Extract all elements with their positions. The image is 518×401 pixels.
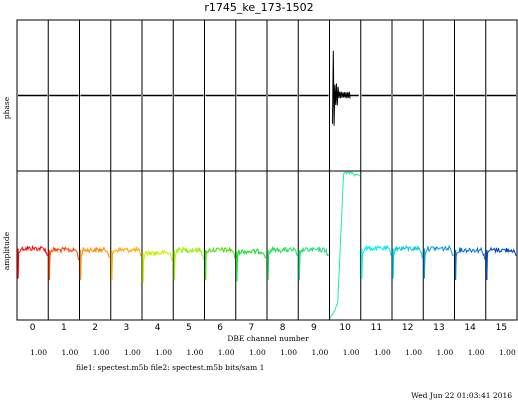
amplitude-line-ch5 [173,245,204,281]
amplitude-line-ch2 [80,246,110,281]
y-axis-label-amplitude: amplitude [2,231,11,270]
scale-value: 1.00 [343,348,360,357]
scale-value: 1.00 [124,348,141,357]
scale-value: 1.00 [218,348,235,357]
scale-value: 1.00 [468,348,485,357]
scale-value: 1.00 [155,348,172,357]
scale-value: 1.00 [93,348,110,357]
scale-value: 1.00 [374,348,391,357]
phase-panel [16,19,518,172]
scale-value: 1.00 [280,348,297,357]
phase-spike [332,50,351,126]
amplitude-panel [16,170,518,321]
amplitude-line-ch11 [361,244,392,279]
channel-tick-label: 4 [155,323,161,333]
channel-tick-label: 11 [371,323,382,333]
scale-value: 1.00 [405,348,422,357]
amplitude-line-ch6 [205,246,236,281]
amplitude-line-ch4 [142,249,173,283]
scale-value: 1.00 [249,348,266,357]
scale-values-row: 1.00 1.00 1.00 1.00 1.00 1.00 1.00 1.00 1.00 1.00… [30,348,516,357]
scale-value: 1.00 [30,348,47,357]
amplitude-line-ch14 [455,246,486,281]
file-info: file1: spectest.m5b file2: spectest.m5b … [76,363,264,372]
channel-tick-labels: 0 1 2 3 4 5 6 7 8 9 10 11 12 13 14 15 [30,323,507,333]
chart-title: r1745_ke_173-1502 [204,1,313,14]
channel-tick-label: 0 [30,323,36,333]
scale-value: 1.00 [187,348,204,357]
channel-tick-label: 2 [92,323,98,333]
amplitude-line-ch7 [236,248,267,282]
scale-value: 1.00 [437,348,454,357]
y-axis-label-phase: phase [2,96,11,119]
scale-value: 1.00 [499,348,516,357]
channel-tick-label: 3 [124,323,130,333]
channel-tick-label: 12 [402,323,413,333]
amplitude-line-ch3 [111,245,142,281]
phase-grid [47,20,487,171]
amplitude-line-ch13 [423,244,454,279]
channel-tick-label: 8 [280,323,286,333]
amplitude-line-ch0 [17,244,48,279]
timestamp: Wed Jun 22 01:03:41 2016 [411,391,512,400]
scale-value: 1.00 [312,348,329,357]
channel-tick-label: 9 [311,323,317,333]
scale-value: 1.00 [62,348,79,357]
channel-tick-label: 14 [464,323,476,333]
channel-tick-label: 6 [217,323,223,333]
channel-tick-label: 13 [433,323,444,333]
amplitude-grid [47,171,487,320]
amplitude-line-ch8 [267,245,298,281]
channel-tick-label: 1 [61,323,67,333]
channel-tick-label: 7 [249,323,255,333]
amplitude-line-ch15 [486,246,517,281]
channel-tick-label: 5 [186,323,192,333]
channel-tick-label: 10 [339,323,351,333]
amplitude-line-ch10 [330,171,361,319]
amplitude-line-ch1 [48,246,79,281]
amplitude-line-ch12 [392,244,423,279]
amplitude-line-ch9 [298,245,329,281]
channel-tick-label: 15 [496,323,507,333]
amplitude-series [17,171,517,319]
phase-series [18,50,516,126]
x-axis-label: DBE channel number [227,334,309,343]
